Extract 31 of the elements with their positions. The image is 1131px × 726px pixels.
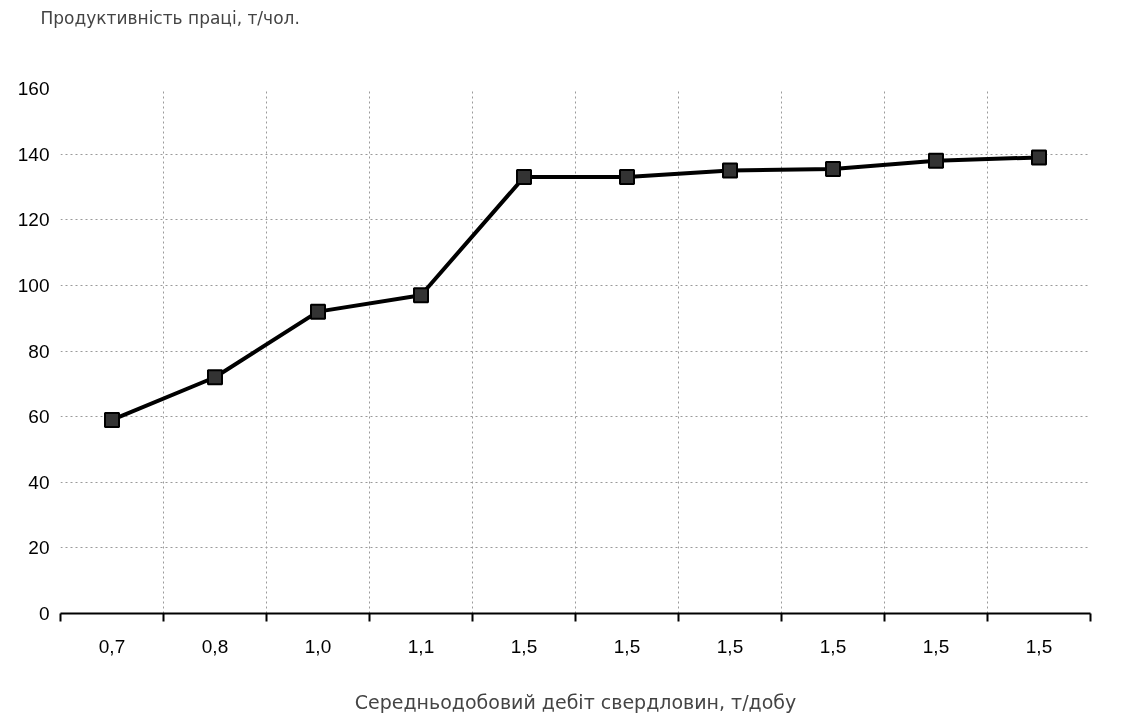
- x-tick-label: 1,5: [613, 635, 641, 657]
- y-tick-label: 40: [28, 471, 50, 493]
- x-axis-title: Середньодобовий дебіт свердловин, т/добу: [354, 690, 797, 713]
- y-tick-label: 60: [28, 406, 50, 428]
- y-tick-label: 100: [17, 274, 50, 296]
- x-tick-label: 1,5: [1025, 635, 1053, 657]
- x-tick-label: 0,8: [201, 635, 229, 657]
- y-tick-label: 160: [17, 78, 50, 99]
- y-tick-label: 80: [28, 340, 50, 362]
- x-tick-label: 1,5: [716, 635, 744, 657]
- y-tick-label: 140: [17, 143, 50, 165]
- y-tick-label: 120: [17, 209, 50, 231]
- x-tick-label: 1,5: [922, 635, 950, 657]
- point: [310, 303, 326, 320]
- point: [413, 287, 429, 304]
- point: [825, 160, 841, 177]
- y-axis-title: Продуктивність праці, т/чол.: [40, 7, 300, 28]
- point: [1031, 149, 1047, 166]
- point: [722, 162, 738, 179]
- point: [619, 169, 635, 186]
- point: [516, 169, 532, 186]
- point: [928, 152, 944, 169]
- x-tick-label: 1,5: [819, 635, 847, 657]
- x-tick-label: 1,1: [407, 635, 435, 657]
- y-tick-label: 20: [28, 537, 50, 559]
- y-tick-label: 0: [38, 603, 50, 624]
- point: [207, 369, 223, 386]
- x-tick-label: 0,7: [98, 635, 126, 657]
- x-tick-label: 1,5: [510, 635, 538, 657]
- x-tick-label: 1,0: [304, 635, 332, 657]
- point: [104, 411, 120, 428]
